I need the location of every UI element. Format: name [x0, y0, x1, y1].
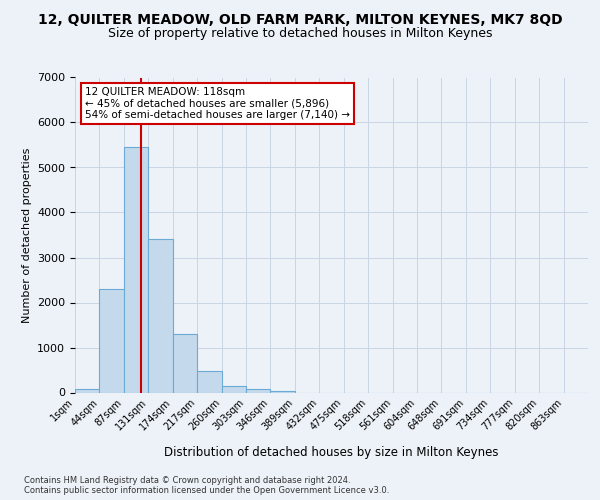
Text: Size of property relative to detached houses in Milton Keynes: Size of property relative to detached ho…: [108, 28, 492, 40]
Bar: [124, 147, 148, 392]
Y-axis label: Number of detached properties: Number of detached properties: [22, 148, 32, 322]
Bar: [173, 334, 197, 392]
Text: 12 QUILTER MEADOW: 118sqm
← 45% of detached houses are smaller (5,896)
54% of se: 12 QUILTER MEADOW: 118sqm ← 45% of detac…: [85, 87, 350, 120]
Bar: [271, 390, 295, 392]
Bar: [246, 389, 271, 392]
Text: 12, QUILTER MEADOW, OLD FARM PARK, MILTON KEYNES, MK7 8QD: 12, QUILTER MEADOW, OLD FARM PARK, MILTO…: [38, 12, 562, 26]
Bar: [197, 372, 221, 392]
Text: Contains HM Land Registry data © Crown copyright and database right 2024.
Contai: Contains HM Land Registry data © Crown c…: [24, 476, 389, 495]
X-axis label: Distribution of detached houses by size in Milton Keynes: Distribution of detached houses by size …: [164, 446, 499, 460]
Bar: [100, 289, 124, 393]
Bar: [148, 238, 173, 392]
Bar: [75, 389, 100, 392]
Bar: [221, 386, 246, 392]
